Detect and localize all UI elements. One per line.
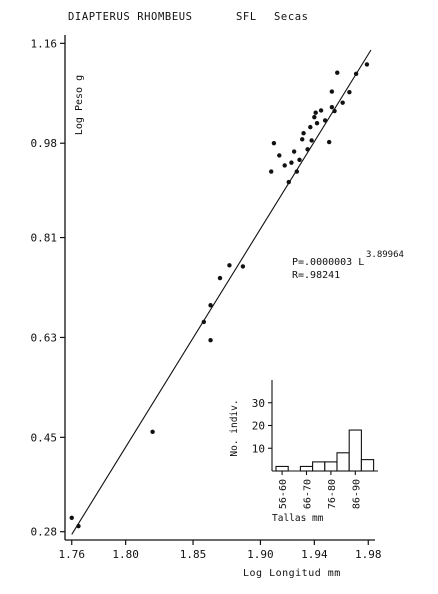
histogram-bar	[336, 452, 350, 472]
inset-x-tick-label: 86-90	[351, 479, 362, 509]
data-point	[282, 163, 287, 168]
inset-y-tick-label: 20	[252, 420, 265, 433]
inset-histogram: 10 20 30 56-60 66-70 76-80 86-90 No. indiv. T…	[229, 380, 378, 524]
data-point	[318, 108, 324, 113]
data-point	[309, 138, 314, 143]
data-point	[271, 141, 277, 146]
x-tick-label: 1.80	[112, 548, 139, 561]
histogram-bar	[348, 429, 362, 472]
inset-x-tick-label: 76-80	[327, 479, 338, 509]
data-point	[289, 160, 294, 165]
data-point	[69, 515, 74, 521]
data-point	[335, 70, 340, 75]
data-point	[208, 338, 213, 343]
data-point	[150, 429, 155, 434]
y-tick-label: 0.81	[31, 232, 58, 245]
inset-y-tick-label: 30	[252, 397, 265, 410]
inset-x-tick-label: 56-60	[278, 479, 289, 509]
histogram-bar	[324, 461, 338, 472]
x-tick-label: 1.76	[58, 548, 85, 561]
data-point	[227, 263, 232, 268]
x-tick-label: 1.94	[301, 548, 328, 561]
histogram-bar	[312, 461, 326, 472]
y-tick-label: 0.28	[31, 526, 58, 539]
data-point	[314, 121, 320, 126]
data-point	[217, 275, 223, 281]
data-point	[305, 147, 310, 152]
data-point	[240, 264, 246, 269]
histogram-bar	[360, 459, 375, 472]
data-point	[329, 89, 335, 94]
data-point	[286, 179, 291, 185]
inset-x-tick-label: 66-70	[303, 479, 314, 509]
y-tick-label: 0.45	[31, 431, 58, 444]
histogram-bar	[275, 465, 289, 472]
y-tick-label: 0.98	[31, 137, 58, 150]
data-point	[312, 114, 317, 120]
data-point	[347, 89, 352, 95]
data-point	[297, 157, 302, 163]
data-point	[269, 169, 274, 174]
data-point	[322, 118, 328, 123]
equation-exponent: 3.89964	[366, 250, 404, 260]
equation-text: P=.0000003 L	[292, 257, 364, 268]
correlation-text: R=.98241	[292, 270, 340, 281]
x-tick-label: 1.98	[355, 548, 382, 561]
data-point	[326, 139, 332, 145]
data-point	[76, 523, 81, 529]
data-point	[308, 124, 313, 130]
data-point	[277, 153, 282, 158]
data-point	[291, 149, 297, 154]
data-point	[201, 319, 207, 325]
data-point	[329, 104, 335, 110]
data-point	[208, 303, 213, 308]
data-point	[294, 169, 300, 174]
regression-line	[71, 49, 372, 535]
data-point	[340, 100, 345, 105]
x-axis-label: Log Longitud mm	[243, 568, 341, 579]
inset-y-label: No. indiv.	[229, 399, 240, 456]
data-point	[300, 137, 305, 142]
x-tick-label: 1.85	[180, 548, 207, 561]
x-tick-label: 1.90	[247, 548, 274, 561]
data-point	[301, 131, 306, 136]
data-point	[313, 110, 318, 115]
y-tick-label: 1.16	[31, 37, 58, 50]
inset-x-label: Tallas mm	[272, 513, 324, 524]
main-plot: 0.28 0.45 0.63 0.81 0.98 1.16 1.76 1.80 1.85 1.9…	[31, 35, 404, 579]
data-point	[364, 62, 370, 67]
header-species: DIAPTERUS RHOMBEUS	[68, 11, 193, 23]
y-axis-label: Log Peso g	[74, 75, 85, 135]
header-sample: SFL	[236, 11, 257, 23]
header-season: Secas	[274, 11, 309, 23]
inset-y-tick-label: 10	[252, 442, 265, 455]
data-point	[332, 108, 337, 114]
y-tick-label: 0.63	[31, 331, 58, 344]
histogram-bar	[299, 465, 314, 472]
data-point	[353, 71, 359, 77]
